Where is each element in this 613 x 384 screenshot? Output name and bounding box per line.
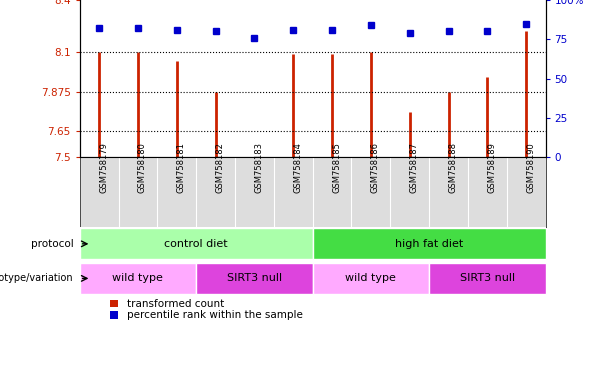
Text: GSM758179: GSM758179 (99, 142, 108, 193)
Text: percentile rank within the sample: percentile rank within the sample (127, 310, 303, 320)
Text: transformed count: transformed count (127, 298, 224, 308)
Text: GSM758190: GSM758190 (526, 142, 535, 193)
Text: protocol: protocol (31, 239, 74, 249)
Text: high fat diet: high fat diet (395, 239, 463, 249)
Text: GSM758185: GSM758185 (332, 142, 341, 193)
Bar (429, 263, 546, 294)
Text: control diet: control diet (164, 239, 228, 249)
Text: wild type: wild type (113, 273, 163, 283)
Text: GSM758188: GSM758188 (449, 142, 457, 193)
Text: GSM758189: GSM758189 (487, 142, 497, 193)
Text: genotype/variation: genotype/variation (0, 273, 74, 283)
Text: SIRT3 null: SIRT3 null (460, 273, 515, 283)
Text: wild type: wild type (346, 273, 396, 283)
Text: GSM758182: GSM758182 (216, 142, 224, 193)
Bar (196, 263, 313, 294)
Text: GSM758184: GSM758184 (293, 142, 302, 193)
Text: GSM758186: GSM758186 (371, 142, 380, 193)
Bar (80, 263, 196, 294)
Text: GSM758187: GSM758187 (409, 142, 419, 193)
Text: GSM758181: GSM758181 (177, 142, 186, 193)
Text: GSM758183: GSM758183 (254, 142, 264, 193)
Text: GSM758180: GSM758180 (138, 142, 147, 193)
Bar (313, 228, 546, 260)
Text: SIRT3 null: SIRT3 null (227, 273, 282, 283)
Bar (80, 228, 313, 260)
Bar (313, 263, 429, 294)
